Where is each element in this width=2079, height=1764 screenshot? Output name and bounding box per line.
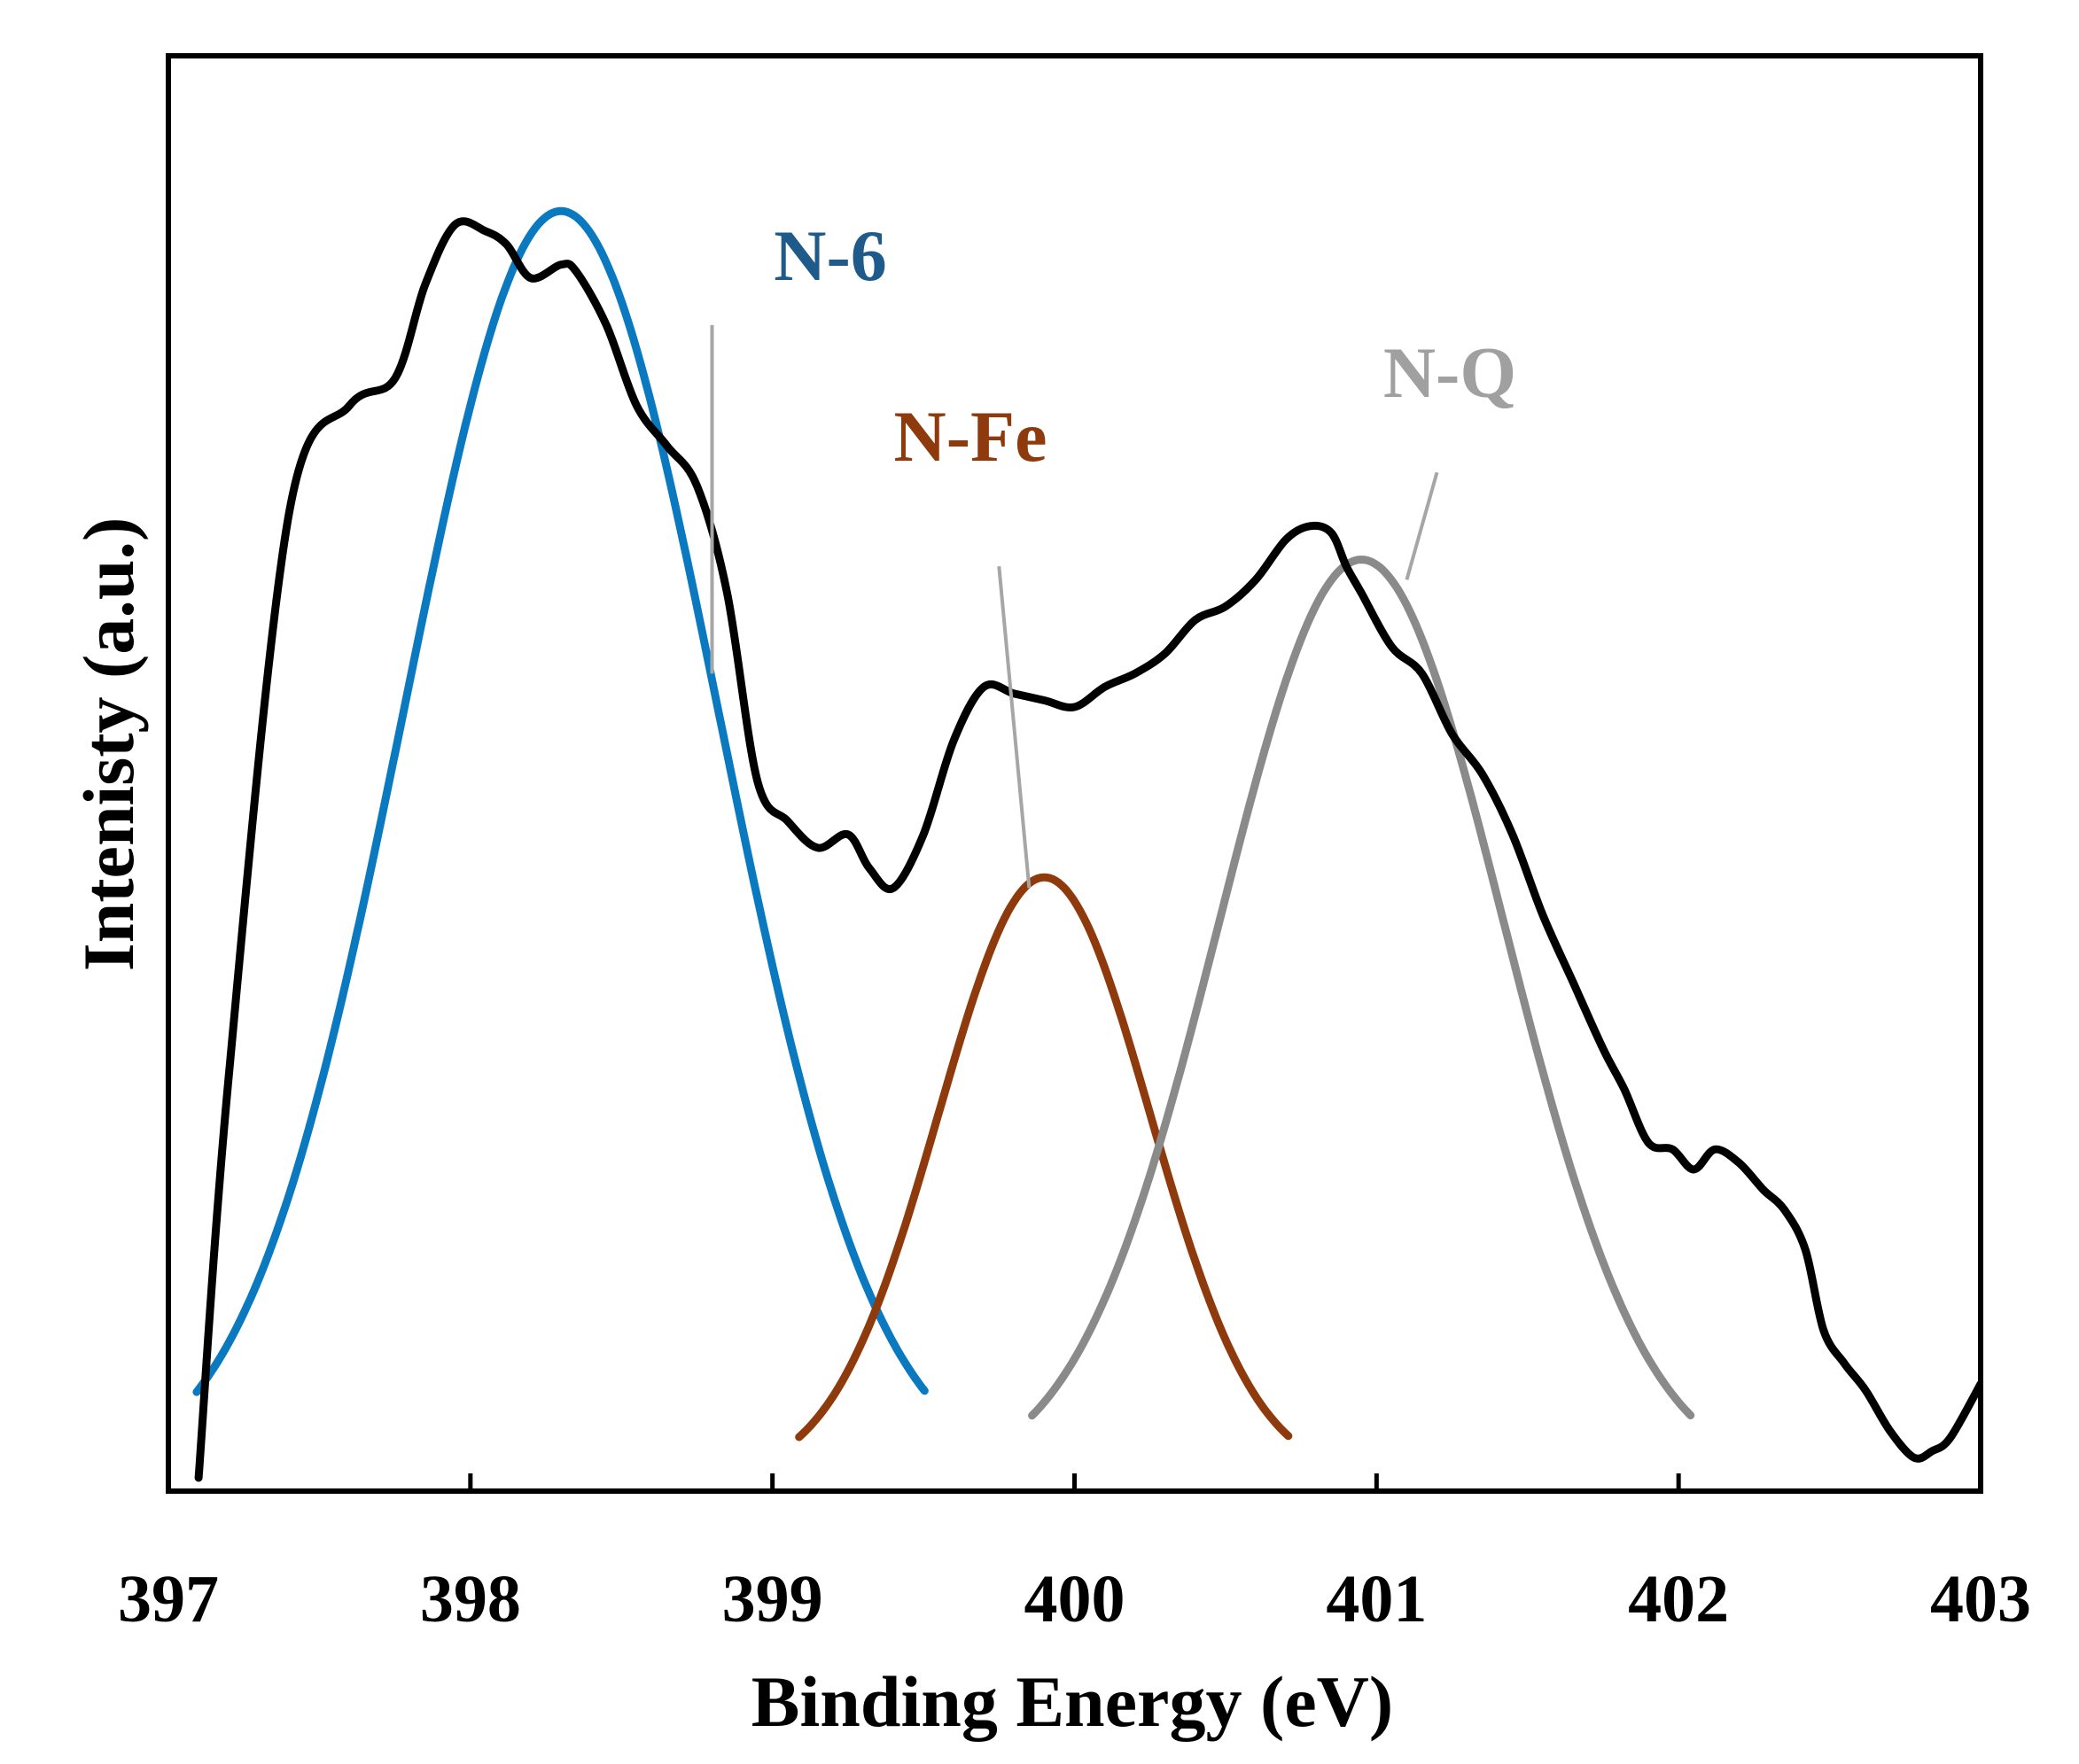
peak-label-nq: N-Q (1383, 332, 1516, 413)
series-line-n6 (192, 206, 929, 1396)
series-line-nq (1028, 556, 1695, 1420)
leader-line-nfe (997, 565, 1032, 889)
series-line-measured (194, 217, 1981, 1482)
leader-line-layer (710, 324, 1439, 889)
y-axis-title: Intenisty (a.u.) (68, 517, 149, 972)
x-tick-label-403: 403 (1930, 1562, 2031, 1636)
peak-label-n6: N-6 (774, 215, 887, 296)
series-layer (192, 206, 1981, 1482)
x-tick-label-399: 399 (722, 1562, 823, 1636)
peak-label-nfe: N-Fe (893, 396, 1047, 477)
plot-frame (166, 53, 1983, 1494)
leader-line-nq (1405, 471, 1439, 580)
x-tick-layer: 397 398 399 400 401 402 403 (118, 1473, 2031, 1636)
x-tick-label-402: 402 (1628, 1562, 1729, 1636)
x-tick-label-398: 398 (420, 1562, 521, 1636)
x-tick-label-400: 400 (1024, 1562, 1125, 1636)
x-tick-label-397: 397 (118, 1562, 219, 1636)
series-line-nfe (795, 873, 1293, 1442)
x-tick-label-401: 401 (1326, 1562, 1427, 1636)
x-axis-title: Binding Energy (eV) (751, 1661, 1393, 1742)
